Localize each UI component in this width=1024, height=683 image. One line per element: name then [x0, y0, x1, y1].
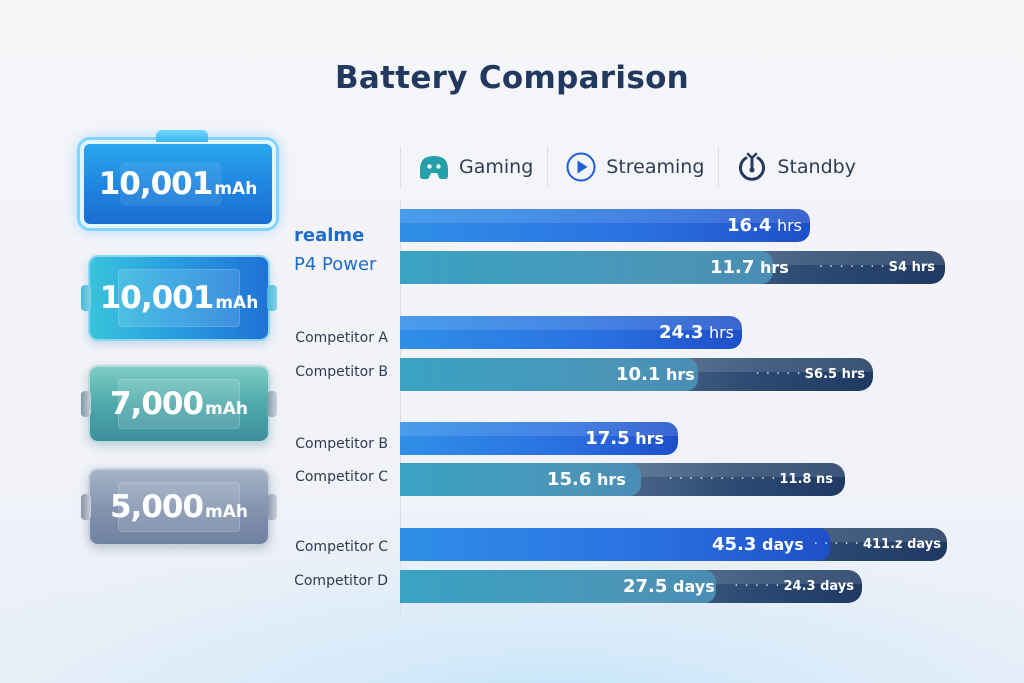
battery-terminal [267, 494, 277, 520]
bar-standby-value: · · · · · S6.5 hrs [755, 367, 865, 382]
battery-terminal [81, 494, 91, 520]
battery-unit: mAh [205, 502, 249, 522]
battery-7000: 7,000 mAh [81, 365, 277, 443]
bar-value: 27.5 days [623, 576, 715, 597]
battery-capacity: 7,000 [109, 386, 204, 422]
bar-value: 16.4 hrs [726, 215, 802, 236]
bar-standby-value: · · · · · 411.z days [813, 537, 941, 552]
legend-label: Gaming [459, 156, 534, 178]
battery-10001-highlight: 10,001 mAh [80, 130, 276, 228]
battery-terminal [267, 391, 277, 417]
bar-competitor-d-standby: 27.5 days · · · · · 24.3 days [400, 570, 862, 603]
battery-unit: mAh [215, 293, 259, 313]
row-label: Competitor B [295, 436, 388, 452]
legend-divider [547, 147, 549, 187]
bar-standby-value: · · · · · 24.3 days [734, 579, 854, 594]
battery-terminal [81, 285, 91, 311]
legend-item-standby: Standby [719, 146, 870, 188]
legend-divider [718, 147, 720, 187]
battery-unit: mAh [214, 179, 258, 199]
battery-unit: mAh [205, 399, 249, 419]
bar-competitor-b-streaming: 10.1 hrs · · · · · S6.5 hrs [400, 358, 873, 391]
brand-model: P4 Power [294, 254, 377, 275]
standby-icon [737, 151, 767, 183]
row-label: Competitor A [295, 330, 388, 346]
chart-title: Battery Comparison [334, 60, 690, 96]
legend-label: Streaming [606, 156, 705, 178]
row-label: Competitor B [295, 364, 388, 380]
legend-label: Standby [777, 156, 856, 178]
bar-value: 17.5 hrs [585, 428, 664, 449]
row-label: Competitor C [295, 539, 388, 555]
battery-capacity: 5,000 [109, 489, 204, 525]
battery-capacity: 10,001 [99, 280, 215, 316]
gamepad-icon [419, 154, 449, 180]
battery-capacity: 10,001 [98, 166, 214, 202]
battery-cap [156, 130, 208, 142]
row-label: Competitor C [295, 469, 388, 485]
bar-value: 10.1 hrs [616, 364, 695, 385]
legend-item-gaming: Gaming [401, 146, 547, 188]
legend-divider [400, 147, 401, 187]
row-label: Competitor D [294, 573, 388, 589]
play-icon [566, 152, 596, 182]
bar-realme-gaming: 16.4 hrs [400, 209, 810, 242]
battery-terminal [81, 391, 91, 417]
bar-competitor-a-gaming: 24.3 hrs [400, 316, 742, 349]
bar-value: 45.3 days [712, 534, 804, 555]
bar-competitor-c-standby: 45.3 days · · · · · 411.z days [400, 528, 947, 561]
bar-competitor-c-streaming: 15.6 hrs · · · · · · · · · · · 11.8 ns [400, 463, 845, 496]
legend-item-streaming: Streaming [548, 146, 718, 188]
bar-realme-streaming: 11.7 hrs · · · · · · · S4 hrs [400, 251, 945, 284]
brand-name: realme [294, 225, 365, 246]
bar-value: 11.7 hrs [710, 257, 789, 278]
bar-standby-value: · · · · · · · · · · · 11.8 ns [668, 472, 833, 487]
battery-5000: 5,000 mAh [81, 468, 277, 546]
legend: Gaming Streaming Standby [400, 146, 870, 188]
bar-competitor-b-gaming: 17.5 hrs [400, 422, 678, 455]
battery-10001: 10,001 mAh [81, 255, 277, 341]
bar-value: 15.6 hrs [547, 469, 626, 490]
y-axis-line [400, 200, 401, 615]
bar-value: 24.3 hrs [658, 322, 734, 343]
bar-standby-value: · · · · · · · S4 hrs [818, 260, 935, 275]
battery-terminal [267, 285, 277, 311]
